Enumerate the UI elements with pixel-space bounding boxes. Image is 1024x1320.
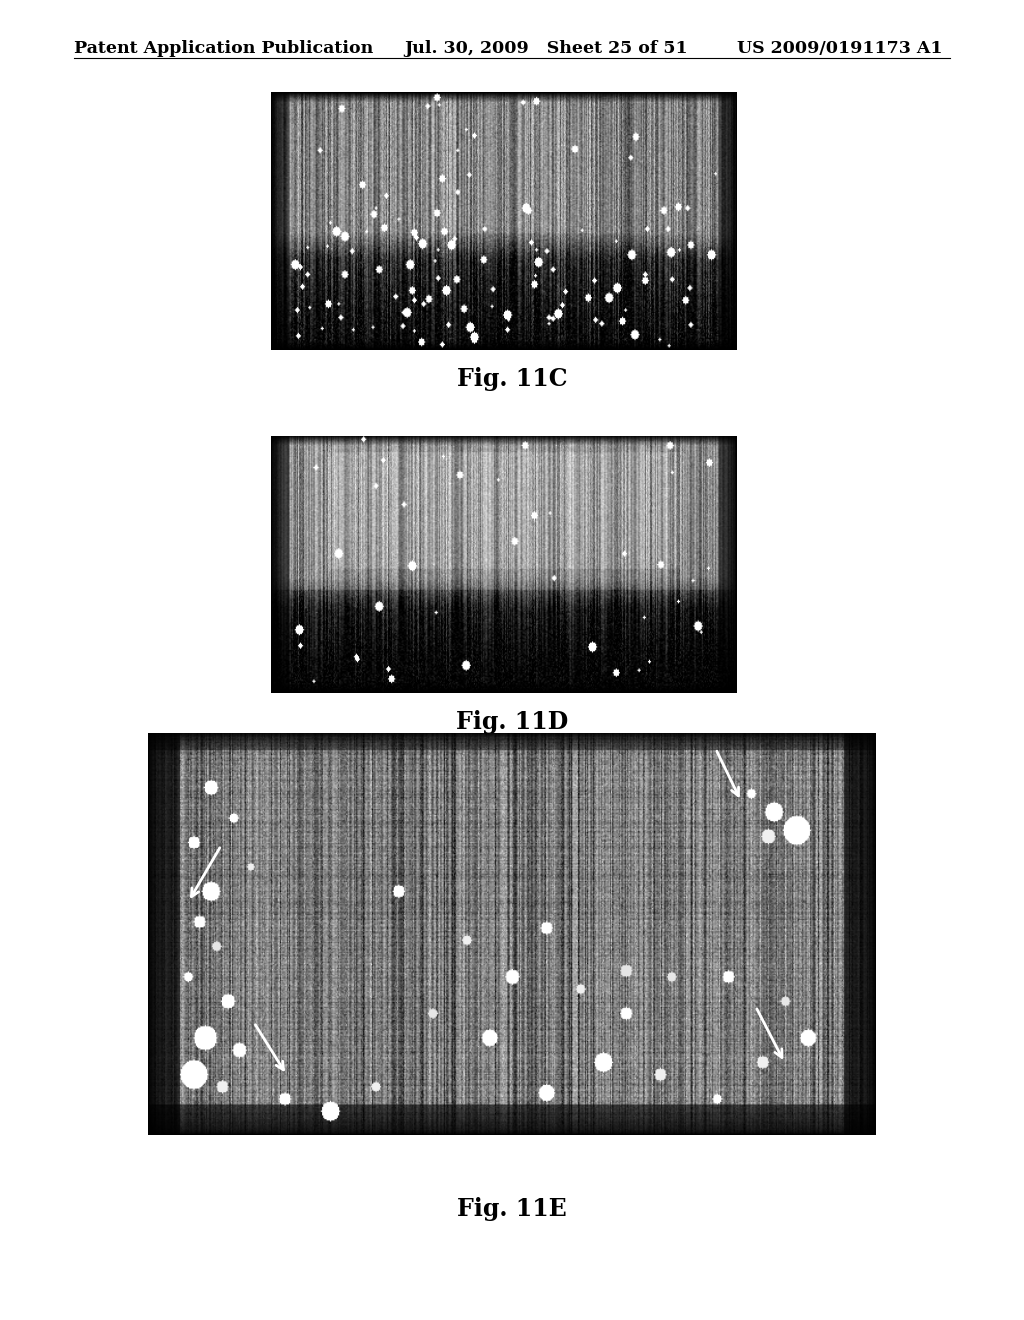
- Text: Fig. 11D: Fig. 11D: [456, 710, 568, 734]
- Text: US 2009/0191173 A1: US 2009/0191173 A1: [737, 40, 943, 57]
- Text: Jul. 30, 2009   Sheet 25 of 51: Jul. 30, 2009 Sheet 25 of 51: [404, 40, 688, 57]
- Text: Patent Application Publication: Patent Application Publication: [74, 40, 373, 57]
- Text: Fig. 11C: Fig. 11C: [457, 367, 567, 391]
- Text: Fig. 11E: Fig. 11E: [457, 1197, 567, 1221]
